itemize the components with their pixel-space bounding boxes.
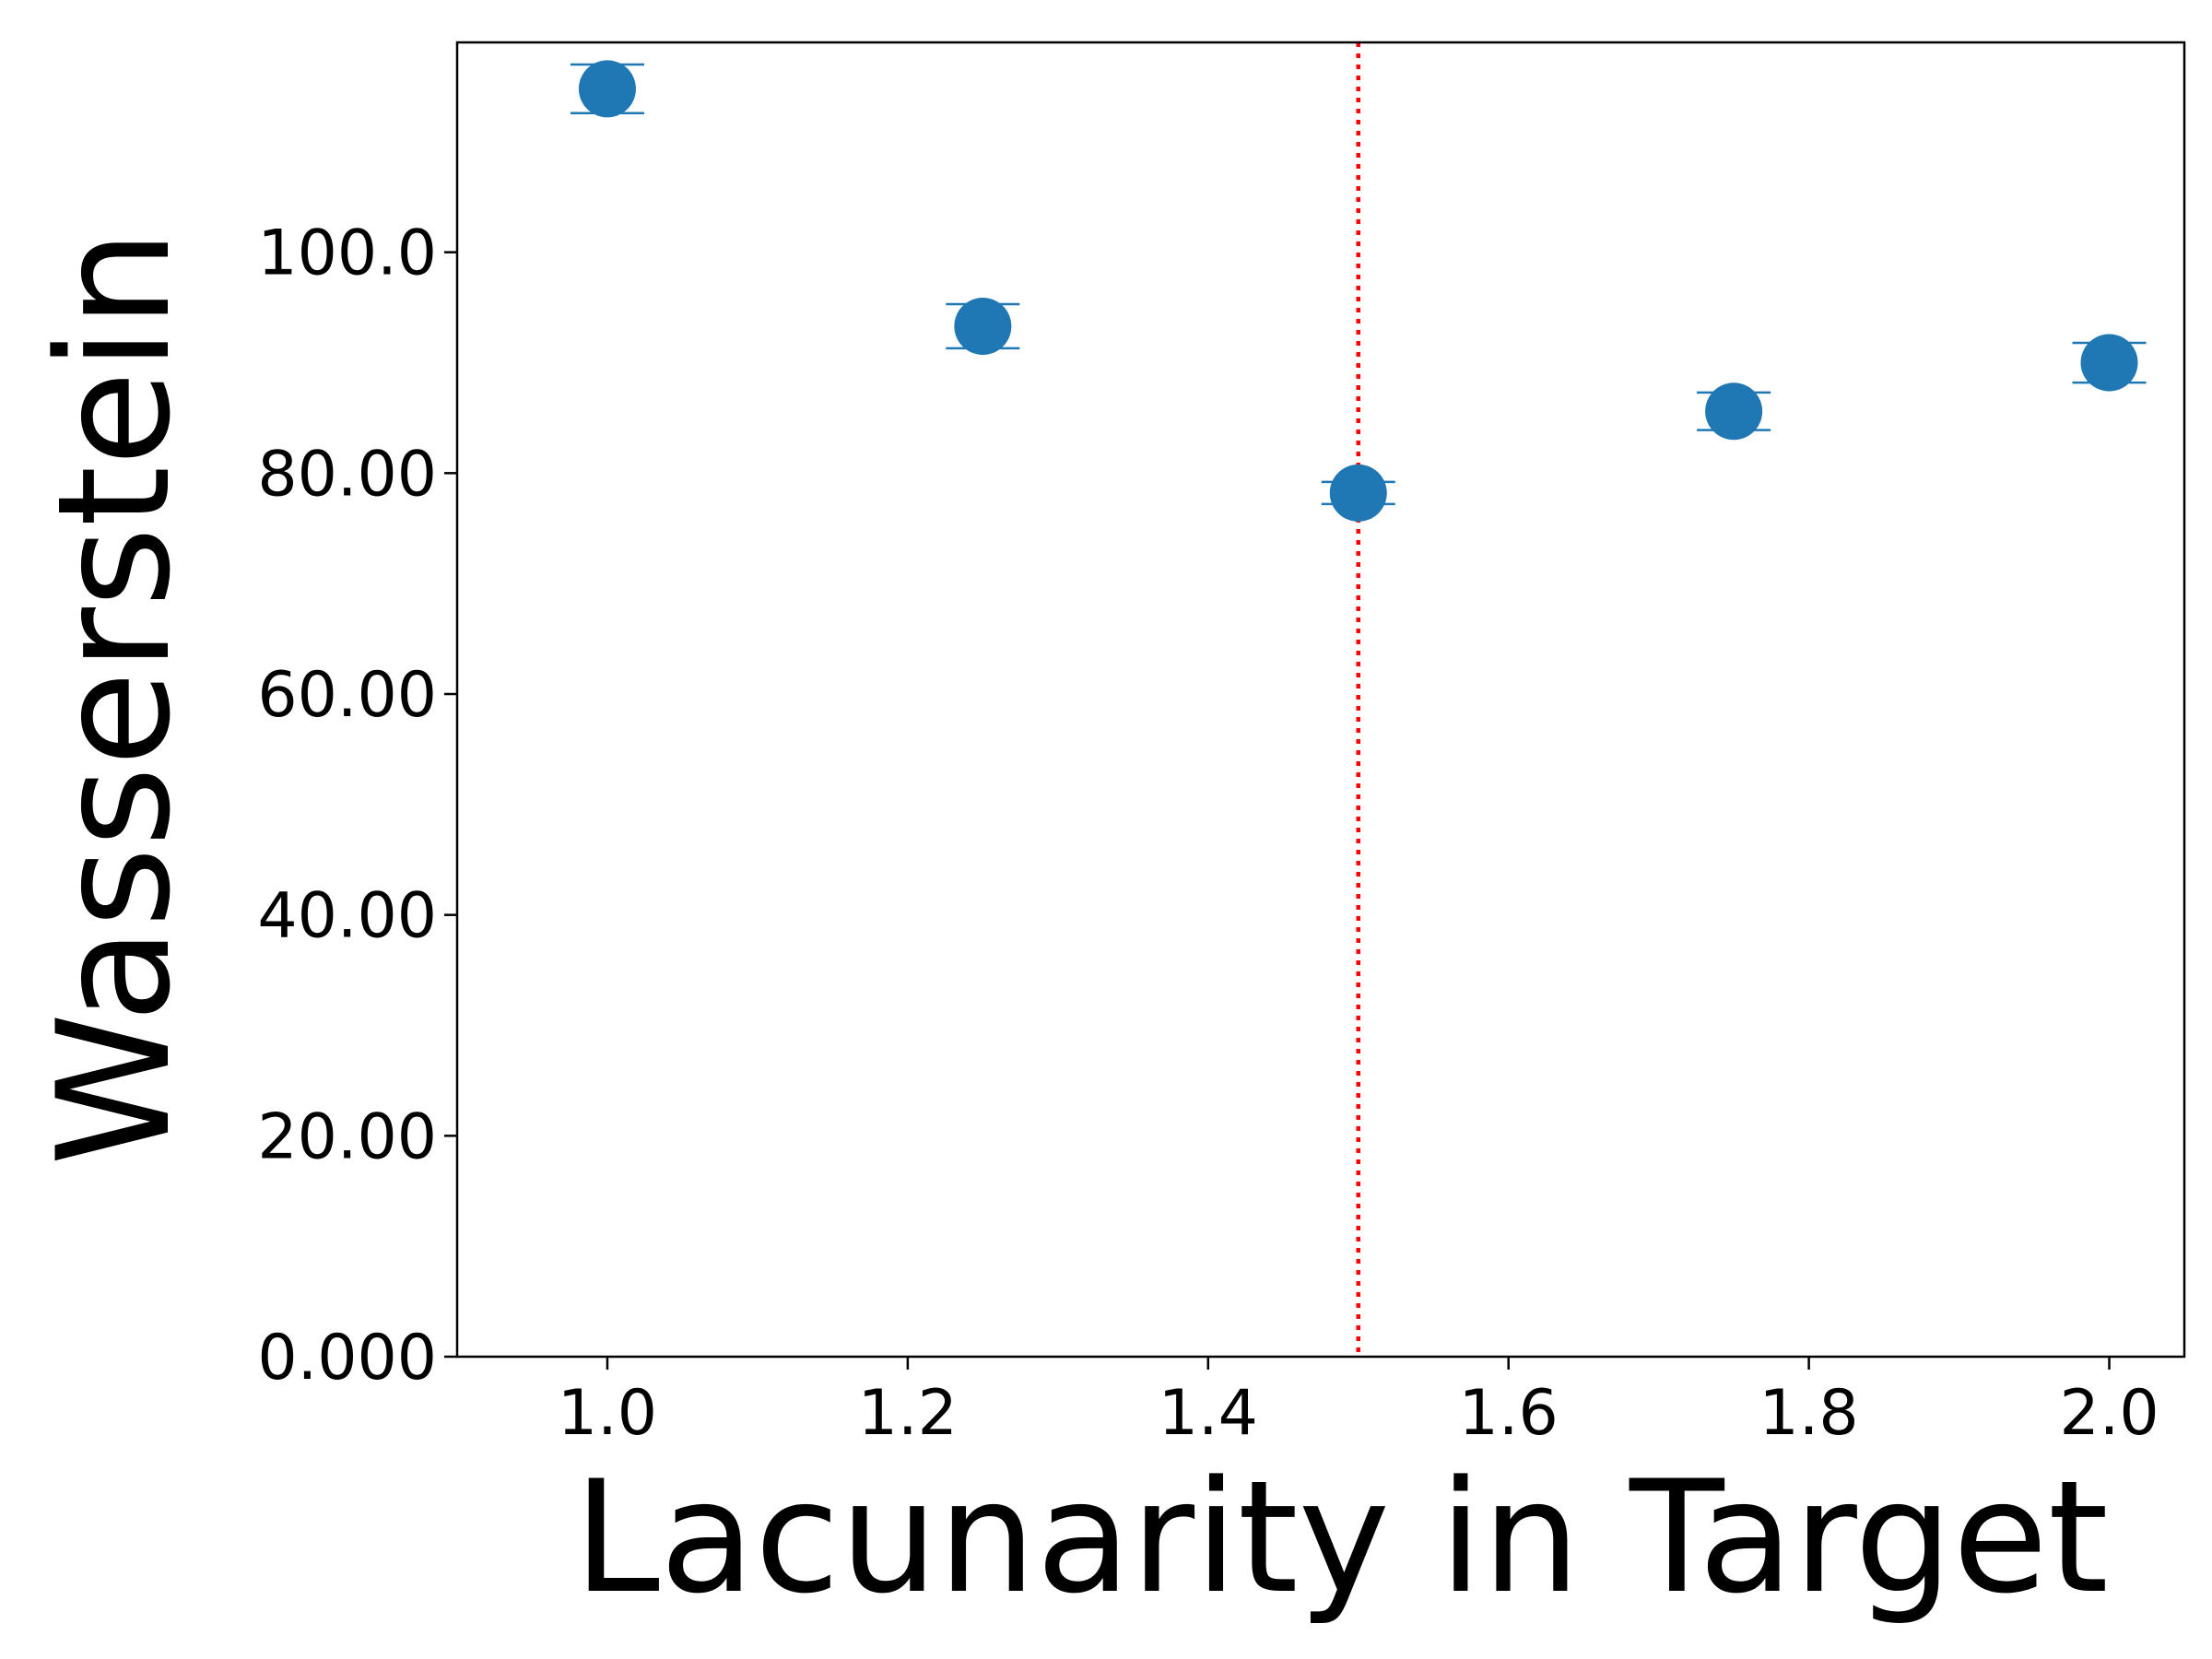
x-tick-label: 2.0 — [2059, 1377, 2159, 1450]
x-tick-label: 1.6 — [1459, 1377, 1559, 1450]
y-tick-label: 20.00 — [257, 1100, 437, 1173]
y-axis-title: Wasserstein — [24, 229, 205, 1166]
y-tick-label: 60.00 — [257, 659, 437, 732]
x-tick-label: 1.2 — [858, 1377, 958, 1450]
data-point — [1705, 382, 1763, 441]
y-tick-label: 40.00 — [257, 880, 437, 953]
plot-frame — [455, 41, 2186, 1359]
y-tick-label: 0.000 — [257, 1322, 437, 1394]
data-point — [1329, 464, 1387, 522]
data-point — [2080, 334, 2138, 392]
x-tick-label: 1.8 — [1759, 1377, 1859, 1450]
data-points — [570, 60, 2147, 522]
y-tick-label: 80.00 — [257, 438, 437, 511]
x-tick-label: 1.4 — [1159, 1377, 1258, 1450]
x-tick-label: 1.0 — [558, 1377, 657, 1450]
x-axis-title: Lacunarity in Target — [573, 1447, 2109, 1628]
x-axis: 1.0 1.2 1.4 1.6 1.8 2.0 — [558, 1357, 2159, 1450]
data-point — [578, 60, 636, 118]
data-point — [954, 297, 1012, 355]
y-tick-label: 100.0 — [257, 218, 437, 290]
plot-area — [457, 42, 2184, 1357]
y-axis: 0.000 20.00 40.00 60.00 80.00 100.0 — [257, 218, 457, 1394]
